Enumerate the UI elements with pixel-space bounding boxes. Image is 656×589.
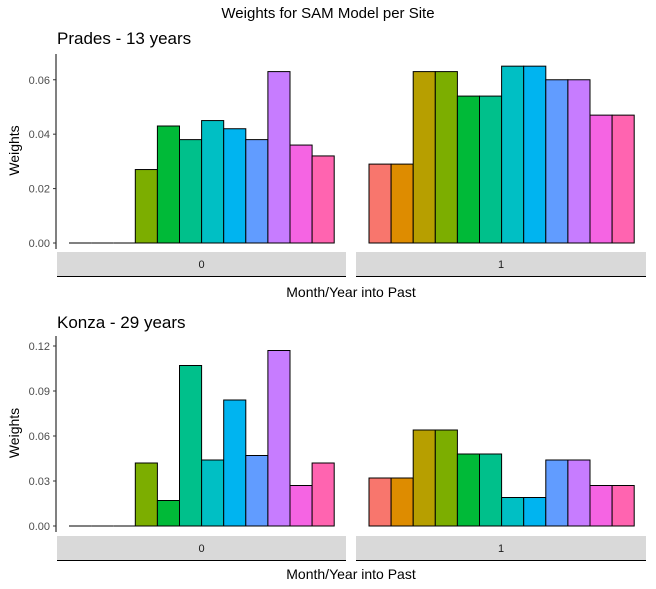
bar (201, 120, 225, 244)
bar (311, 462, 335, 527)
panel-title: Prades - 13 years (57, 29, 191, 48)
bar (134, 462, 158, 527)
y-tick-label: 0.02 (29, 184, 50, 196)
facet-strip (57, 252, 346, 276)
facet: 1 (356, 65, 646, 277)
bar (611, 114, 635, 244)
bar (567, 459, 591, 527)
bar (479, 95, 503, 244)
bar (434, 429, 458, 527)
bar (479, 453, 503, 527)
bar (589, 114, 613, 244)
bar (134, 169, 158, 244)
facet-strip (57, 536, 346, 560)
bar (267, 350, 291, 527)
facet-strip-label: 1 (498, 543, 504, 555)
site-panel: Konza - 29 years Weights 0.00 0.03 0.06 0.09 0… (6, 313, 646, 582)
y-tick-label: 0.06 (29, 431, 50, 443)
bar (589, 485, 613, 527)
y-tick-label: 0.12 (29, 341, 50, 353)
x-axis-label: Month/Year into Past (286, 566, 416, 582)
bar (501, 497, 525, 527)
y-tick-label: 0.09 (29, 386, 50, 398)
bar (289, 144, 313, 244)
bar (545, 459, 569, 527)
bar (245, 139, 269, 244)
facet-strip (356, 252, 646, 276)
bar (289, 485, 313, 527)
bar (156, 125, 180, 244)
bar (545, 79, 569, 244)
y-tick-label: 0.00 (29, 521, 50, 533)
bar (523, 497, 547, 527)
facet-strip-label: 0 (198, 259, 204, 271)
bar (567, 79, 591, 244)
bar (412, 429, 436, 527)
panel-title: Konza - 29 years (57, 313, 186, 332)
facet: 1 (356, 429, 646, 561)
site-panel: Prades - 13 years Weights 0.00 0.02 0.04 0.06… (6, 29, 646, 300)
y-tick-label: 0.03 (29, 476, 50, 488)
y-tick-label: 0.00 (29, 238, 50, 250)
bar (434, 71, 458, 244)
y-axis-label: Weights (6, 125, 22, 175)
bar (390, 477, 414, 527)
bar (456, 95, 480, 244)
bar (156, 500, 180, 527)
bar (245, 455, 269, 527)
bar (311, 155, 335, 244)
bar (223, 399, 247, 527)
y-tick-label: 0.04 (29, 129, 50, 141)
facet-strip (356, 536, 646, 560)
y-tick-label: 0.06 (29, 75, 50, 87)
y-axis-label: Weights (6, 408, 22, 458)
chart-super-title: Weights for SAM Model per Site (221, 5, 434, 22)
bar (390, 163, 414, 244)
bar (179, 365, 203, 527)
bar (456, 453, 480, 527)
bar (368, 477, 392, 527)
facet: 0 (57, 350, 346, 561)
bar (523, 65, 547, 244)
bar (179, 139, 203, 244)
bar (412, 71, 436, 244)
bar (611, 485, 635, 527)
bar (223, 128, 247, 244)
x-axis-label: Month/Year into Past (286, 284, 416, 300)
panels-group: Prades - 13 years Weights 0.00 0.02 0.04 0.06… (6, 29, 646, 582)
facet: 0 (57, 71, 346, 277)
bar (267, 71, 291, 244)
facet-strip-label: 0 (198, 543, 204, 555)
bar (201, 459, 225, 527)
bar (368, 163, 392, 244)
bar (501, 65, 525, 244)
facet-strip-label: 1 (498, 259, 504, 271)
